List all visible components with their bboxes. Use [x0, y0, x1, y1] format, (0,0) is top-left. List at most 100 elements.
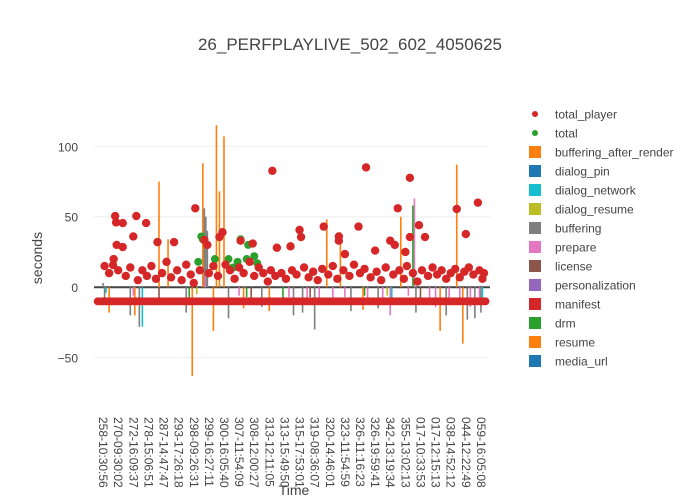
x-tick-label: 319-08:36:07 — [308, 417, 322, 488]
total-player-point — [349, 260, 359, 269]
total-point — [210, 255, 219, 264]
total-player-point — [464, 263, 474, 272]
total-player-point — [100, 261, 109, 271]
total-player-point — [292, 270, 301, 279]
total-player-point — [413, 277, 422, 286]
total-player-point — [230, 274, 239, 283]
total-player-point — [132, 211, 141, 221]
total-player-point — [399, 274, 409, 283]
total-player-point — [405, 173, 415, 183]
total-player-point — [177, 275, 186, 285]
total-player-point — [389, 270, 398, 279]
total-player-point — [354, 222, 363, 231]
total-player-point — [133, 275, 143, 285]
total-player-point — [142, 271, 152, 281]
legend-marker-license — [529, 260, 541, 272]
legend-label-license: license — [555, 260, 593, 274]
total-player-point — [172, 266, 182, 275]
total-player-point — [451, 264, 460, 274]
x-tick-label: 320-14:46:01 — [323, 417, 337, 488]
total-player-point — [250, 271, 259, 281]
manifest-point — [481, 297, 490, 306]
total-player-point — [402, 261, 412, 271]
total-player-point — [118, 218, 127, 228]
total-player-point — [437, 266, 446, 275]
total-player-point — [339, 266, 348, 275]
total-player-point — [157, 268, 167, 278]
x-tick-label: 326-19:59:41 — [368, 417, 382, 488]
total-player-point — [370, 246, 380, 255]
total-player-point — [195, 266, 205, 275]
total-player-point — [254, 263, 263, 272]
total-player-point — [372, 267, 381, 276]
total-player-point — [461, 229, 471, 239]
x-tick-label: 258-10:30:56 — [96, 417, 110, 488]
total-player-point — [151, 274, 161, 283]
legend-marker-prepare — [529, 241, 541, 253]
total-point — [194, 257, 203, 266]
total-player-point — [376, 275, 386, 285]
x-tick-label: 313-12:11:05 — [262, 417, 276, 487]
total-player-point — [441, 274, 451, 283]
total-player-point — [110, 211, 120, 221]
legend-label-total_player: total_player — [555, 108, 617, 122]
total-player-point — [455, 273, 464, 282]
x-axis-label: Time — [279, 482, 310, 498]
total-player-point — [333, 274, 342, 283]
total-player-point — [479, 268, 489, 278]
total-player-point — [414, 220, 424, 230]
legend-marker-drm — [529, 317, 541, 329]
x-tick-label: 313-15:49:50 — [277, 417, 291, 488]
total-player-point — [324, 270, 333, 279]
total-player-point — [213, 271, 223, 281]
x-tick-label: 293-17:26:18 — [172, 417, 186, 488]
total-player-point — [236, 236, 245, 245]
total-player-point — [281, 274, 291, 283]
y-tick-label: 50 — [65, 211, 79, 225]
x-tick-label: 299-16:27:11 — [202, 417, 216, 487]
x-tick-label: 017-12:15:13 — [429, 417, 443, 488]
x-tick-label: 300-16:05:40 — [217, 417, 231, 488]
total-player-point — [360, 264, 369, 274]
total-player-point — [129, 232, 138, 241]
x-tick-label: 323-11:54:59 — [338, 417, 352, 487]
legend-label-personalization: personalization — [555, 279, 636, 293]
legend-marker-dialog_network — [529, 184, 541, 196]
total-player-point — [209, 261, 218, 271]
x-tick-label: 307-11:54:09 — [232, 417, 246, 487]
total-player-point — [118, 242, 127, 252]
x-tick-label: 298-09:26:31 — [187, 417, 201, 488]
x-tick-label: 287-14:47:47 — [157, 417, 171, 488]
y-axis-label: seconds — [29, 232, 45, 284]
total-player-point — [181, 260, 191, 269]
total-player-point — [218, 228, 227, 237]
total-player-point — [386, 236, 395, 245]
legend-marker-media_url — [529, 355, 541, 367]
total-player-point — [452, 204, 461, 214]
x-tick-label: 315-17:53:01 — [293, 417, 307, 488]
total-player-point — [126, 263, 135, 272]
total-player-point — [225, 266, 235, 275]
legend-label-resume: resume — [555, 336, 595, 350]
total-player-point — [286, 242, 295, 251]
total-player-point — [191, 204, 200, 213]
legend-marker-buffering — [529, 222, 541, 234]
total-player-point — [141, 218, 151, 228]
total-player-point — [318, 264, 327, 274]
total-player-point — [147, 261, 156, 271]
x-tick-label: 308-12:00:27 — [247, 417, 261, 488]
legend-marker-personalization — [529, 279, 541, 291]
total-player-point — [299, 263, 309, 272]
legend-marker-resume — [529, 336, 541, 348]
total-player-point — [186, 270, 195, 279]
total-player-point — [473, 198, 483, 207]
total-player-point — [169, 237, 179, 247]
total-player-point — [277, 268, 286, 278]
total-player-point — [295, 225, 304, 235]
total-player-point — [408, 268, 418, 278]
y-tick-label: 0 — [71, 281, 78, 295]
total-player-point — [308, 267, 318, 276]
x-tick-label: 355-13:02:13 — [398, 417, 412, 488]
